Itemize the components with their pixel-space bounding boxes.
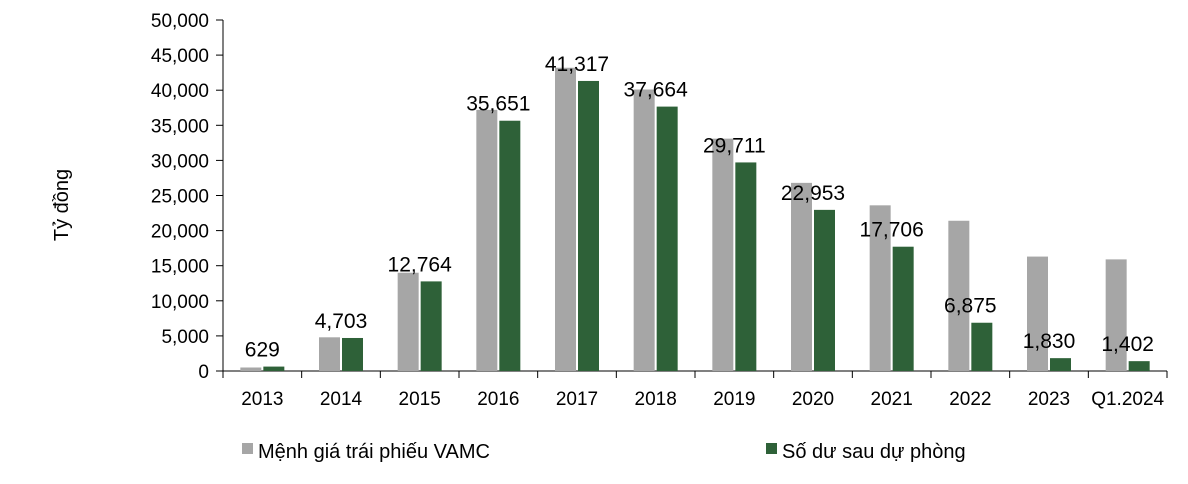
data-label: 629	[245, 339, 280, 362]
bar-menh-gia	[869, 205, 891, 371]
x-tick-label: 2022	[949, 389, 991, 410]
bar-menh-gia	[1105, 259, 1127, 371]
data-label: 41,317	[545, 53, 609, 76]
bar-menh-gia	[1027, 256, 1048, 371]
bar-so-du	[263, 366, 285, 371]
x-axis: 2013 2014 2015 2016 2017 2018 2019 2020 2021 2022…	[222, 370, 1168, 410]
bar-so-du	[499, 120, 521, 371]
y-axis-label: Tỷ đồng	[51, 169, 73, 241]
x-tick-label: 2019	[713, 389, 755, 410]
data-label: 1,830	[1023, 330, 1076, 353]
bar-so-du	[971, 322, 993, 371]
y-tick-label: 30,000	[151, 151, 209, 172]
y-axis: 0 5,000 10,000 15,000 20,000 25,000 30,000 35,0…	[151, 11, 224, 383]
bar-menh-gia	[948, 220, 970, 371]
y-tick-label: 45,000	[151, 46, 209, 67]
x-tick-label: 2015	[399, 389, 441, 410]
bar-so-du	[420, 281, 442, 371]
data-labels: 629 4,703 12,764 35,651 41,317 37,664 29,711 22…	[245, 53, 1154, 362]
legend-label-so-du: Số dư sau dự phòng	[782, 441, 966, 463]
bar-so-du	[892, 246, 914, 371]
data-label: 4,703	[315, 310, 368, 333]
y-tick-label: 25,000	[151, 187, 209, 208]
y-tick-label: 0	[198, 362, 209, 383]
data-label: 17,706	[860, 219, 924, 242]
bar-so-du	[578, 80, 599, 372]
y-tick-label: 35,000	[151, 116, 209, 137]
y-tick-label: 40,000	[151, 81, 209, 102]
bar-menh-gia	[712, 138, 734, 371]
data-label: 29,711	[703, 134, 766, 157]
x-tick-label: 2020	[792, 389, 834, 410]
x-tick-label: Q1.2024	[1091, 389, 1164, 410]
bar-so-du	[1128, 361, 1150, 371]
bar-so-du	[735, 162, 757, 371]
data-label: 37,664	[624, 79, 689, 102]
y-tick-label: 20,000	[151, 222, 209, 243]
x-tick-label: 2023	[1028, 389, 1070, 410]
bar-menh-gia	[555, 67, 576, 372]
bar-so-du	[342, 337, 363, 371]
bars	[240, 67, 1150, 372]
y-tick-label: 10,000	[151, 292, 209, 313]
legend: Mệnh giá trái phiếu VAMC Số dư sau dự ph…	[242, 441, 966, 463]
y-tick-label: 15,000	[151, 257, 209, 278]
bar-so-du	[1050, 358, 1071, 371]
bar-menh-gia	[397, 272, 419, 371]
x-tick-label: 2021	[871, 389, 913, 410]
bar-menh-gia	[240, 367, 262, 371]
x-tick-label: 2013	[241, 389, 283, 410]
bar-menh-gia	[791, 182, 812, 371]
x-tick-label: 2014	[320, 389, 363, 410]
y-tick-label: 5,000	[161, 327, 209, 348]
bar-so-du	[814, 209, 835, 371]
bar-menh-gia	[633, 89, 655, 372]
x-tick-label: 2017	[556, 389, 598, 410]
legend-label-menh-gia: Mệnh giá trái phiếu VAMC	[258, 441, 490, 463]
bar-menh-gia	[476, 109, 498, 371]
x-tick-label: 2018	[635, 389, 677, 410]
data-label: 6,875	[944, 295, 997, 318]
bar-menh-gia	[319, 337, 340, 371]
legend-swatch-so-du	[766, 443, 777, 454]
data-label: 35,651	[466, 93, 530, 116]
y-tick-label: 50,000	[151, 11, 209, 32]
x-tick-label: 2016	[477, 389, 519, 410]
data-label: 12,764	[388, 253, 453, 276]
data-label: 22,953	[781, 182, 845, 205]
data-label: 1,402	[1101, 333, 1154, 356]
bar-so-du	[656, 106, 678, 371]
legend-swatch-menh-gia	[242, 443, 253, 454]
